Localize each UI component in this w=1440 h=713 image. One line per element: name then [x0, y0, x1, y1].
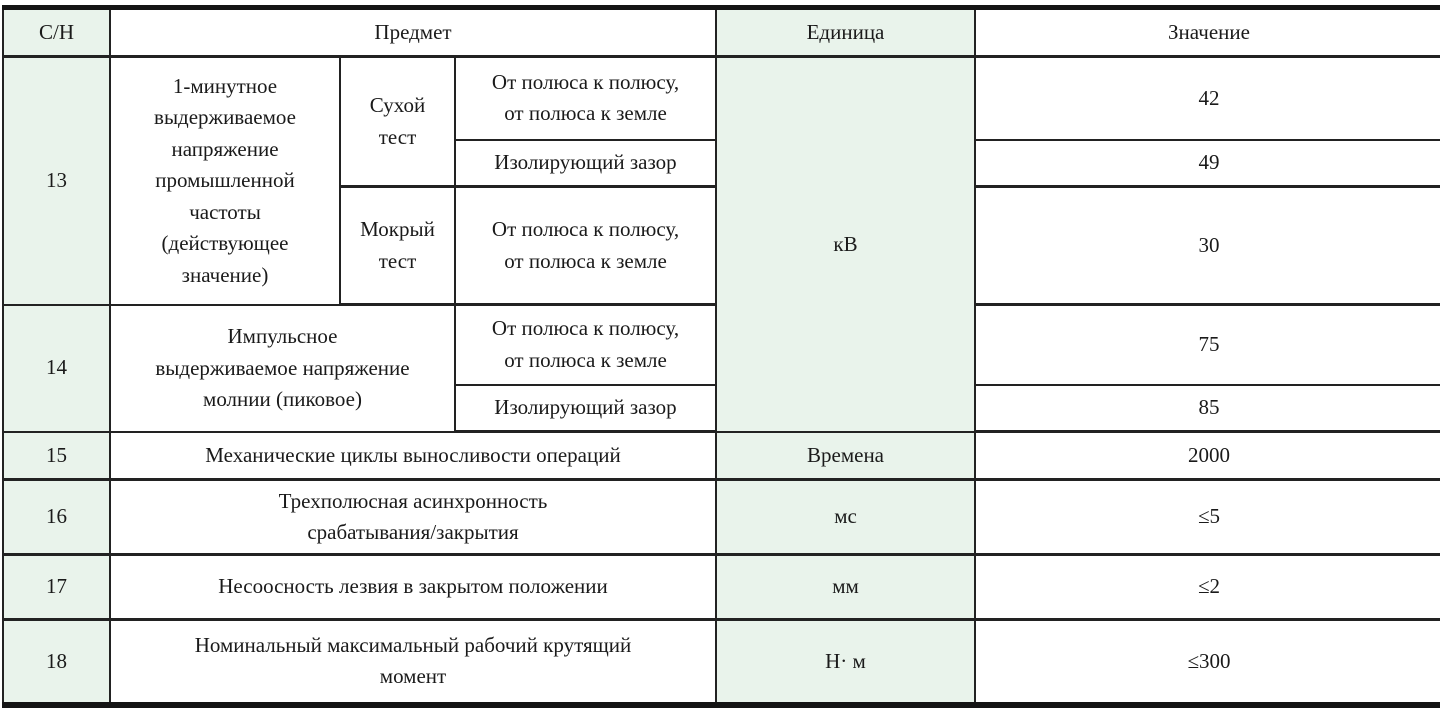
cell-dry-gap-value-13: 49 [974, 138, 1440, 188]
cell-unit-13-14: кВ [715, 55, 976, 433]
cell-value-17: ≤2 [974, 553, 1440, 621]
cell-sn-15: 15 [2, 430, 111, 481]
cell-sn-17: 17 [2, 553, 111, 621]
row-13-dry-pole: 13 1-минутное выдерживаемое напряжение п… [2, 55, 1440, 433]
header-item: Предмет [109, 6, 717, 58]
cell-wet-pole-value-13: 30 [974, 185, 1440, 306]
cell-item-17: Несоосность лезвия в закрытом положении [109, 553, 717, 621]
row-13-wet-pole: Мокрый тест От полюса к полюсу, от полюс… [3, 185, 1440, 306]
header-row: С/Н Предмет Единица Значение [2, 6, 1440, 58]
row-15: 15 Механические циклы выносливости опера… [2, 430, 1440, 481]
cell-pole-value-14: 75 [974, 303, 1440, 386]
row-17: 17 Несоосность лезвия в закрытом положен… [2, 553, 1440, 621]
cell-wet-test-13: Мокрый тест [339, 185, 456, 306]
cell-sn-18: 18 [2, 618, 111, 706]
cell-item-18: Номинальный максимальный рабочий крутящи… [109, 618, 717, 706]
cell-item-13: 1-минутное выдерживаемое напряжение пром… [109, 55, 341, 306]
cell-value-16: ≤5 [974, 478, 1440, 556]
cell-gap-value-14: 85 [974, 383, 1440, 433]
cell-unit-15: Времена [715, 430, 976, 481]
cell-pole-label-14: От полюса к полюсу, от полюса к земле [454, 303, 717, 386]
cell-value-18: ≤300 [974, 618, 1440, 706]
cell-value-15: 2000 [974, 430, 1440, 481]
cell-unit-18: Н· м [715, 618, 976, 706]
cell-dry-pole-value-13: 42 [974, 55, 1440, 141]
header-sn: С/Н [2, 6, 111, 58]
cell-dry-test-13: Сухой тест [339, 55, 456, 188]
header-unit: Единица [715, 6, 976, 58]
cell-sn-13: 13 [2, 55, 111, 306]
row-16: 16 Трехполюсная асинхронность срабатыван… [2, 478, 1440, 556]
header-value: Значение [974, 6, 1440, 58]
cell-item-16: Трехполюсная асинхронность срабатывания/… [109, 478, 717, 556]
cell-item-15: Механические циклы выносливости операций [109, 430, 717, 481]
cell-sn-14: 14 [2, 303, 111, 433]
cell-dry-pole-label-13: От полюса к полюсу, от полюса к земле [454, 55, 717, 141]
row-14-gap: Изолирующий зазор 85 [3, 383, 1440, 433]
cell-unit-17: мм [715, 553, 976, 621]
row-14-pole: 14 Импульсное выдерживаемое напряжение м… [2, 303, 1440, 433]
cell-sn-16: 16 [2, 478, 111, 556]
spec-table: С/Н Предмет Единица Значение 13 1-минутн… [2, 5, 1440, 708]
cell-unit-16: мс [715, 478, 976, 556]
cell-gap-label-14: Изолирующий зазор [454, 383, 717, 433]
row-13-dry-gap: Изолирующий зазор 49 [3, 138, 1440, 188]
cell-item-14: Импульсное выдерживаемое напряжение молн… [109, 303, 456, 433]
row-18: 18 Номинальный максимальный рабочий крут… [2, 618, 1440, 706]
cell-wet-pole-label-13: От полюса к полюсу, от полюса к земле [454, 185, 717, 306]
cell-dry-gap-label-13: Изолирующий зазор [454, 138, 717, 188]
